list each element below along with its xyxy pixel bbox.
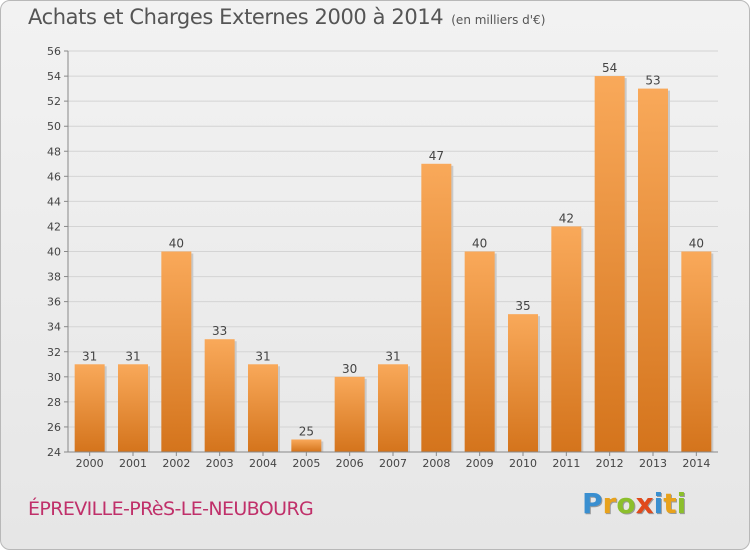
x-tick-label: 2000 bbox=[76, 457, 104, 470]
y-tick-label: 50 bbox=[47, 120, 61, 133]
y-tick-label: 56 bbox=[47, 45, 61, 58]
x-tick-label: 2003 bbox=[206, 457, 234, 470]
bar-value-label: 53 bbox=[645, 74, 660, 88]
x-tick-label: 2001 bbox=[119, 457, 147, 470]
bar-2011 bbox=[551, 226, 582, 452]
bar-value-label: 33 bbox=[212, 324, 227, 338]
x-tick-label: 2008 bbox=[422, 457, 450, 470]
logo-letter: x bbox=[635, 487, 654, 520]
bar-value-label: 31 bbox=[385, 349, 400, 363]
bar-2010 bbox=[508, 314, 538, 452]
x-tick-label: 2011 bbox=[552, 457, 580, 470]
y-tick-label: 46 bbox=[47, 170, 61, 183]
bar-value-label: 31 bbox=[125, 349, 140, 363]
y-tick-label: 44 bbox=[47, 195, 61, 208]
logo-letter: r bbox=[602, 487, 617, 520]
bar-2009 bbox=[464, 251, 495, 452]
y-tick-label: 54 bbox=[47, 70, 61, 83]
logo-letter: o bbox=[616, 487, 636, 520]
x-tick-label: 2014 bbox=[682, 457, 710, 470]
bar-value-label: 31 bbox=[255, 349, 270, 363]
logo-letter: i bbox=[676, 487, 687, 520]
bar-value-label: 54 bbox=[602, 61, 617, 75]
y-tick-label: 30 bbox=[47, 371, 61, 384]
chart-title: Achats et Charges Externes 2000 à 2014 (e… bbox=[28, 5, 545, 29]
x-tick-label: 2005 bbox=[292, 457, 320, 470]
bar-2007 bbox=[378, 364, 408, 452]
bar-2012 bbox=[594, 76, 625, 452]
y-tick-label: 48 bbox=[47, 145, 61, 158]
bar-2000 bbox=[74, 364, 105, 452]
bar-value-label: 25 bbox=[299, 424, 314, 438]
commune-name: ÉPREVILLE-PRèS-LE-NEUBOURG bbox=[28, 498, 314, 520]
x-tick-label: 2012 bbox=[596, 457, 624, 470]
x-tick-label: 2013 bbox=[639, 457, 667, 470]
chart-title-text: Achats et Charges Externes 2000 à 2014 bbox=[28, 5, 444, 29]
bar-value-label: 31 bbox=[82, 349, 97, 363]
x-tick-label: 2006 bbox=[336, 457, 364, 470]
logo-letter: t bbox=[663, 487, 677, 520]
y-tick-label: 38 bbox=[47, 271, 61, 284]
axes bbox=[64, 50, 718, 456]
bar-value-label: 40 bbox=[472, 237, 487, 251]
bar-2006 bbox=[334, 376, 365, 452]
y-tick-label: 52 bbox=[47, 95, 61, 108]
bars bbox=[74, 76, 714, 452]
bar-value-label: 40 bbox=[169, 237, 184, 251]
y-tick-label: 36 bbox=[47, 296, 61, 309]
bar-2013 bbox=[638, 88, 668, 452]
x-tick-label: 2009 bbox=[466, 457, 494, 470]
y-tick-label: 26 bbox=[47, 421, 61, 434]
bar-value-label: 47 bbox=[429, 149, 444, 163]
proxiti-logo: Proxiti bbox=[582, 487, 686, 520]
bar-value-label: 30 bbox=[342, 362, 357, 376]
chart-subtitle: (en milliers d'€) bbox=[451, 13, 546, 27]
bar-value-label: 35 bbox=[515, 299, 530, 313]
x-tick-label: 2010 bbox=[509, 457, 537, 470]
x-tick-label: 2004 bbox=[249, 457, 277, 470]
y-tick-label: 34 bbox=[47, 321, 61, 334]
logo-letter: i bbox=[653, 487, 664, 520]
x-tick-label: 2002 bbox=[162, 457, 190, 470]
bar-2001 bbox=[118, 364, 148, 452]
bar-2008 bbox=[421, 163, 452, 452]
bar-value-label: 40 bbox=[689, 237, 704, 251]
bar-2002 bbox=[161, 251, 192, 452]
y-tick-label: 24 bbox=[47, 446, 61, 459]
bar-value-label: 42 bbox=[559, 211, 574, 225]
bar-2014 bbox=[681, 251, 712, 452]
logo-letter: P bbox=[582, 487, 603, 520]
y-tick-label: 28 bbox=[47, 396, 61, 409]
bar-2005 bbox=[291, 439, 322, 452]
bar-2003 bbox=[204, 339, 235, 452]
y-tick-label: 42 bbox=[47, 220, 61, 233]
x-tick-label: 2007 bbox=[379, 457, 407, 470]
bar-2004 bbox=[248, 364, 278, 452]
labels: 24 26 28 30 32 34 36 38 40 42 44 46 48 50 52 54 56 31 2000… bbox=[47, 45, 710, 470]
y-tick-label: 40 bbox=[47, 246, 61, 259]
y-tick-label: 32 bbox=[47, 346, 61, 359]
